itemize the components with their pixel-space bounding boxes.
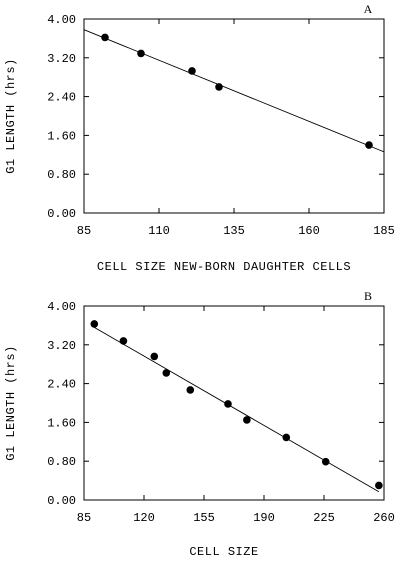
y-tick-label: 4.00 xyxy=(47,13,76,27)
data-point xyxy=(215,83,223,91)
data-point xyxy=(119,337,128,345)
x-axis-label: CELL SIZE NEW-BORN DAUGHTER CELLS xyxy=(97,260,351,274)
x-axis-label: CELL SIZE xyxy=(189,545,258,559)
x-tick-label: 110 xyxy=(148,224,170,238)
x-tick-label: 260 xyxy=(373,511,395,525)
x-tick-label: 135 xyxy=(223,224,245,238)
data-point xyxy=(224,400,232,408)
x-tick-label: 225 xyxy=(313,511,335,525)
y-axis-label: G1 LENGTH (hrs) xyxy=(4,58,18,174)
x-tick-label: 160 xyxy=(298,224,320,238)
data-point xyxy=(321,457,330,466)
plot-frame xyxy=(83,305,385,501)
panel-label: B xyxy=(364,289,372,303)
data-point xyxy=(186,386,195,394)
x-tick-label: 185 xyxy=(373,224,395,238)
data-point xyxy=(365,141,373,149)
y-tick-label: 3.20 xyxy=(47,339,76,353)
y-tick-label: 1.60 xyxy=(47,416,76,430)
panel-a: 85 110 135 160 185 0.00 0.80 1.60 2.40 3.20 4.00 A C… xyxy=(4,2,395,274)
x-tick-label: 190 xyxy=(253,511,275,525)
data-point xyxy=(90,320,99,328)
data-point xyxy=(282,433,291,442)
data-point xyxy=(101,33,109,42)
data-point xyxy=(137,49,145,58)
data-point xyxy=(150,352,159,361)
regression-line xyxy=(92,325,380,493)
x-tick-label: 85 xyxy=(77,511,91,525)
y-tick-label: 4.00 xyxy=(47,300,76,314)
x-tick-label: 155 xyxy=(193,511,215,525)
panel-b: 85 120 155 190 225 260 0.00 0.80 1.60 2.40 3.20 4.0… xyxy=(4,289,395,559)
data-point xyxy=(243,416,251,424)
data-point xyxy=(162,369,171,377)
y-tick-label: 2.40 xyxy=(47,91,76,105)
data-point xyxy=(375,481,383,490)
y-tick-label: 0.80 xyxy=(47,168,76,182)
y-tick-label: 0.00 xyxy=(47,494,76,508)
y-tick-label: 0.00 xyxy=(47,207,76,221)
y-axis-label: G1 LENGTH (hrs) xyxy=(4,345,18,461)
y-tick-label: 3.20 xyxy=(47,52,76,66)
y-tick-label: 1.60 xyxy=(47,129,76,143)
x-tick-label: 120 xyxy=(133,511,155,525)
x-tick-label: 85 xyxy=(77,224,91,238)
y-tick-label: 2.40 xyxy=(47,378,76,392)
data-point xyxy=(188,67,196,75)
panel-label: A xyxy=(364,2,373,16)
regression-line xyxy=(83,29,385,153)
y-tick-label: 0.80 xyxy=(47,455,76,469)
